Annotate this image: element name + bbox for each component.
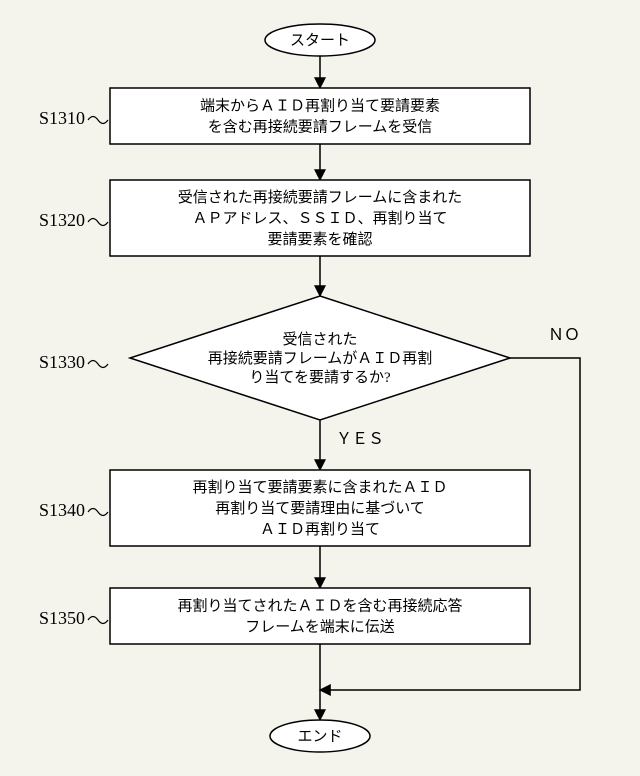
step-text: フレームを端末に伝送 (245, 619, 395, 636)
step-s1350: 再割り当てされたＡＩＤを含む再接続応答フレームを端末に伝送 (110, 588, 530, 644)
step-text: 端末からＡＩＤ再割り当て要請要素 (200, 98, 440, 115)
label-connector (88, 361, 108, 368)
step-s1340: 再割り当て要請要素に含まれたＡＩＤ 再割り当て要請理由に基づいて ＡＩＤ再割り当て (110, 470, 530, 546)
step-text: 再接続要請フレームがＡＩＤ再割 (208, 350, 433, 367)
start-terminal: スタート (265, 24, 375, 56)
step-label: S1330 (39, 352, 85, 372)
edge-label: ＮＯ (548, 327, 580, 344)
step-s1330: 受信された再接続要請フレームがＡＩＤ再割り当てを要請するか? (130, 296, 510, 420)
step-text: を含む再接続要請フレームを受信 (208, 119, 433, 136)
step-s1320: 受信された再接続要請フレームに含まれた ＡＰアドレス、ＳＳＩＤ、再割り当て要請要素… (110, 180, 530, 256)
step-label: S1310 (39, 108, 85, 128)
step-label: S1350 (39, 608, 85, 628)
step-text: 受信された (282, 331, 357, 348)
step-text: り当てを要請するか? (249, 369, 391, 386)
edge-label: ＹＥＳ (336, 431, 384, 448)
step-text: ＡＰアドレス、ＳＳＩＤ、再割り当て (192, 210, 447, 227)
step-text: 再割り当て要請理由に基づいて (215, 500, 425, 517)
step-text: 再割り当てされたＡＩＤを含む再接続応答 (177, 598, 462, 615)
label-connector (88, 117, 108, 124)
label-connector (88, 509, 108, 516)
end-terminal: エンド (270, 720, 370, 752)
step-s1310: 端末からＡＩＤ再割り当て要請要素を含む再接続要請フレームを受信 (110, 88, 530, 144)
step-label: S1320 (39, 210, 85, 230)
step-text: 要請要素を確認 (267, 231, 372, 248)
end-label: エンド (297, 729, 342, 745)
step-text: ＡＩＤ再割り当て (260, 521, 380, 538)
start-label: スタート (290, 32, 350, 49)
label-connector (88, 617, 108, 624)
step-text: 再割り当て要請要素に含まれたＡＩＤ (192, 479, 447, 496)
step-label: S1340 (39, 500, 85, 520)
step-text: 受信された再接続要請フレームに含まれた (178, 189, 463, 206)
label-connector (88, 219, 108, 226)
